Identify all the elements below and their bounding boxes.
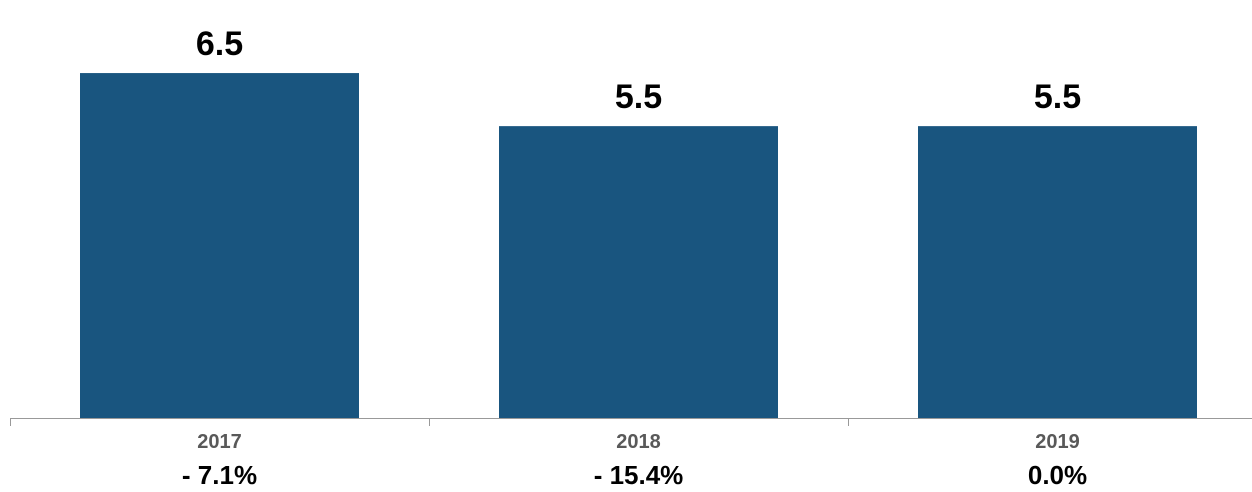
- category-label-2019: 2019: [1035, 431, 1080, 453]
- category-labels: 2017 2018 2019: [197, 431, 1080, 453]
- change-label-2017: - 7.1%: [182, 460, 257, 490]
- value-label-2019: 5.5: [1034, 78, 1081, 116]
- change-label-2019: 0.0%: [1028, 460, 1087, 490]
- value-label-2018: 5.5: [615, 78, 662, 116]
- value-label-2017: 6.5: [196, 25, 243, 63]
- bar-2017: [80, 73, 359, 419]
- bars: [80, 73, 1197, 419]
- change-label-2018: - 15.4%: [594, 460, 684, 490]
- category-label-2017: 2017: [197, 431, 242, 453]
- bar-2018: [499, 126, 778, 418]
- x-axis: [10, 418, 1252, 426]
- change-labels: - 7.1% - 15.4% 0.0%: [182, 460, 1087, 490]
- value-labels: 6.5 5.5 5.5: [196, 25, 1081, 116]
- category-label-2018: 2018: [616, 431, 661, 453]
- bar-2019: [918, 126, 1197, 418]
